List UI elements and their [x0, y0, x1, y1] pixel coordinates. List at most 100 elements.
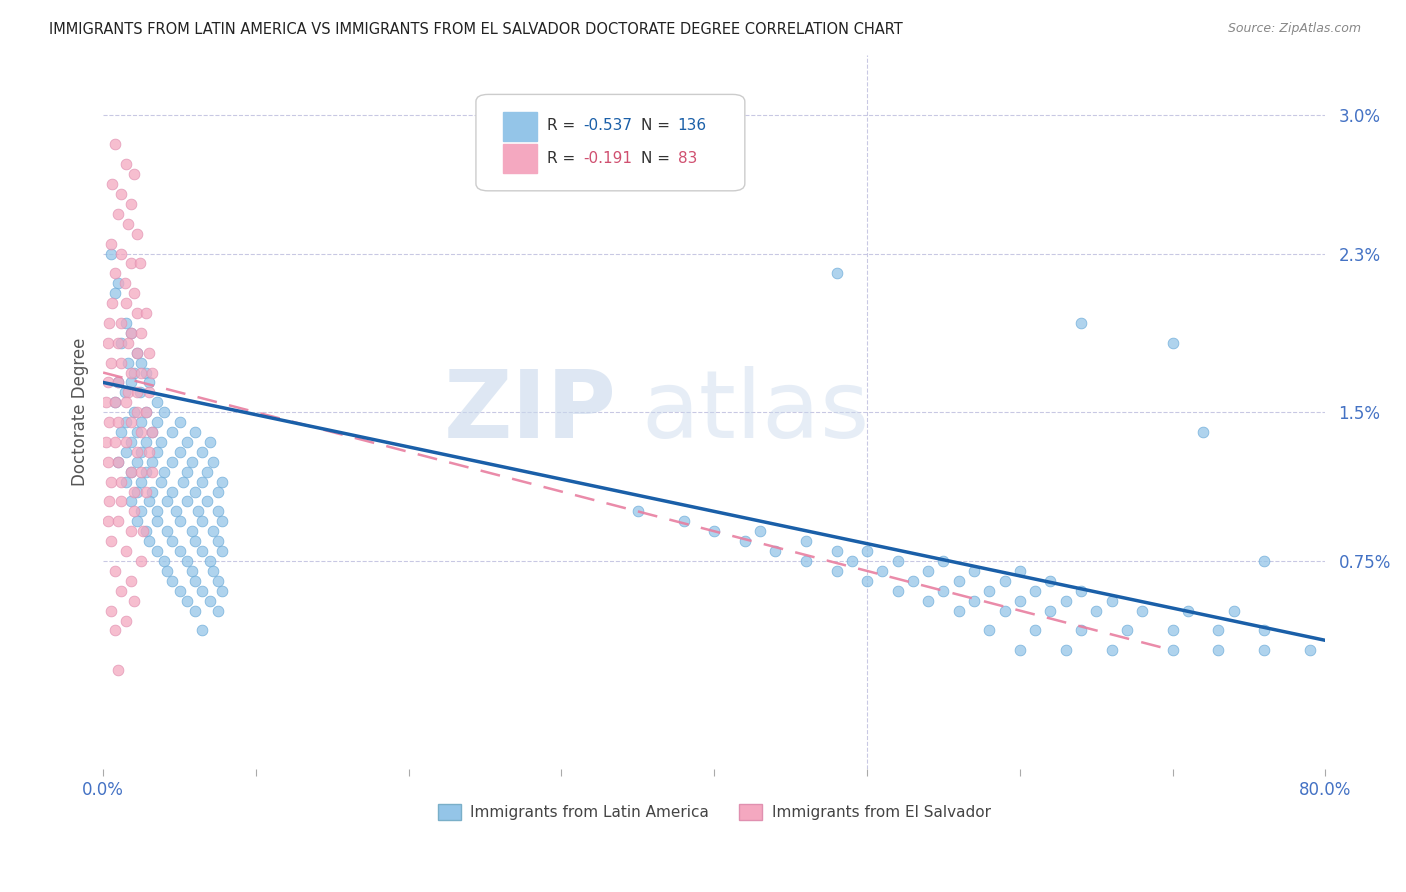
- Point: [141, 425, 163, 439]
- Point: [153, 405, 176, 419]
- Point: [107, 455, 129, 469]
- Point: [1299, 643, 1322, 657]
- Point: [125, 345, 148, 359]
- Bar: [503, 145, 537, 173]
- Point: [120, 197, 142, 211]
- Point: [191, 445, 214, 459]
- Point: [125, 514, 148, 528]
- Point: [107, 455, 129, 469]
- Point: [125, 484, 148, 499]
- Point: [110, 356, 132, 370]
- Point: [138, 534, 160, 549]
- Point: [166, 504, 188, 518]
- Text: IMMIGRANTS FROM LATIN AMERICA VS IMMIGRANTS FROM EL SALVADOR DOCTORATE DEGREE CO: IMMIGRANTS FROM LATIN AMERICA VS IMMIGRA…: [49, 22, 903, 37]
- Point: [115, 415, 138, 429]
- Point: [122, 484, 145, 499]
- Point: [794, 554, 817, 568]
- Point: [110, 316, 132, 330]
- Point: [160, 574, 183, 588]
- Point: [156, 494, 179, 508]
- Point: [1253, 554, 1275, 568]
- Point: [107, 207, 129, 221]
- Point: [98, 494, 121, 508]
- Point: [703, 524, 725, 539]
- Point: [122, 366, 145, 380]
- Point: [115, 434, 138, 449]
- Point: [195, 465, 218, 479]
- Point: [184, 425, 207, 439]
- Point: [97, 514, 120, 528]
- Point: [98, 316, 121, 330]
- Point: [117, 356, 139, 370]
- Point: [125, 455, 148, 469]
- Point: [993, 574, 1015, 588]
- Point: [120, 465, 142, 479]
- Point: [132, 524, 155, 539]
- Point: [169, 445, 191, 459]
- Point: [993, 604, 1015, 618]
- Point: [125, 345, 148, 359]
- Point: [156, 524, 179, 539]
- Text: R =: R =: [547, 151, 585, 166]
- Point: [101, 177, 124, 191]
- Point: [841, 554, 863, 568]
- Point: [1008, 564, 1031, 578]
- Point: [141, 465, 163, 479]
- Point: [97, 376, 120, 390]
- Point: [115, 475, 138, 489]
- Point: [135, 405, 157, 419]
- Point: [1008, 643, 1031, 657]
- Point: [160, 455, 183, 469]
- Point: [145, 415, 167, 429]
- Point: [117, 217, 139, 231]
- Point: [1070, 624, 1092, 638]
- Point: [160, 484, 183, 499]
- Point: [131, 475, 153, 489]
- Point: [122, 504, 145, 518]
- Point: [191, 624, 214, 638]
- Point: [117, 335, 139, 350]
- Point: [211, 475, 233, 489]
- Point: [156, 564, 179, 578]
- Point: [180, 455, 202, 469]
- Point: [1101, 643, 1123, 657]
- Point: [135, 524, 157, 539]
- Text: 83: 83: [678, 151, 697, 166]
- Point: [131, 465, 153, 479]
- Point: [120, 376, 142, 390]
- Point: [207, 504, 229, 518]
- Point: [104, 624, 127, 638]
- Point: [207, 484, 229, 499]
- Point: [1208, 643, 1230, 657]
- Point: [100, 246, 122, 260]
- Point: [110, 475, 132, 489]
- Point: [131, 356, 153, 370]
- Point: [202, 455, 225, 469]
- Text: N =: N =: [641, 118, 675, 133]
- Point: [176, 434, 198, 449]
- Point: [120, 434, 142, 449]
- Point: [901, 574, 924, 588]
- Point: [749, 524, 772, 539]
- Point: [1008, 593, 1031, 607]
- Point: [110, 246, 132, 260]
- Point: [107, 663, 129, 677]
- Point: [115, 445, 138, 459]
- Point: [1253, 643, 1275, 657]
- Point: [110, 425, 132, 439]
- Point: [138, 445, 160, 459]
- Point: [856, 574, 879, 588]
- Point: [191, 544, 214, 558]
- Point: [98, 415, 121, 429]
- Point: [932, 583, 955, 598]
- Point: [872, 564, 894, 578]
- Text: atlas: atlas: [641, 367, 869, 458]
- Point: [101, 296, 124, 310]
- Point: [627, 504, 650, 518]
- Point: [145, 544, 167, 558]
- Point: [115, 395, 138, 409]
- Point: [114, 277, 136, 291]
- Point: [104, 266, 127, 280]
- Point: [120, 494, 142, 508]
- Point: [169, 415, 191, 429]
